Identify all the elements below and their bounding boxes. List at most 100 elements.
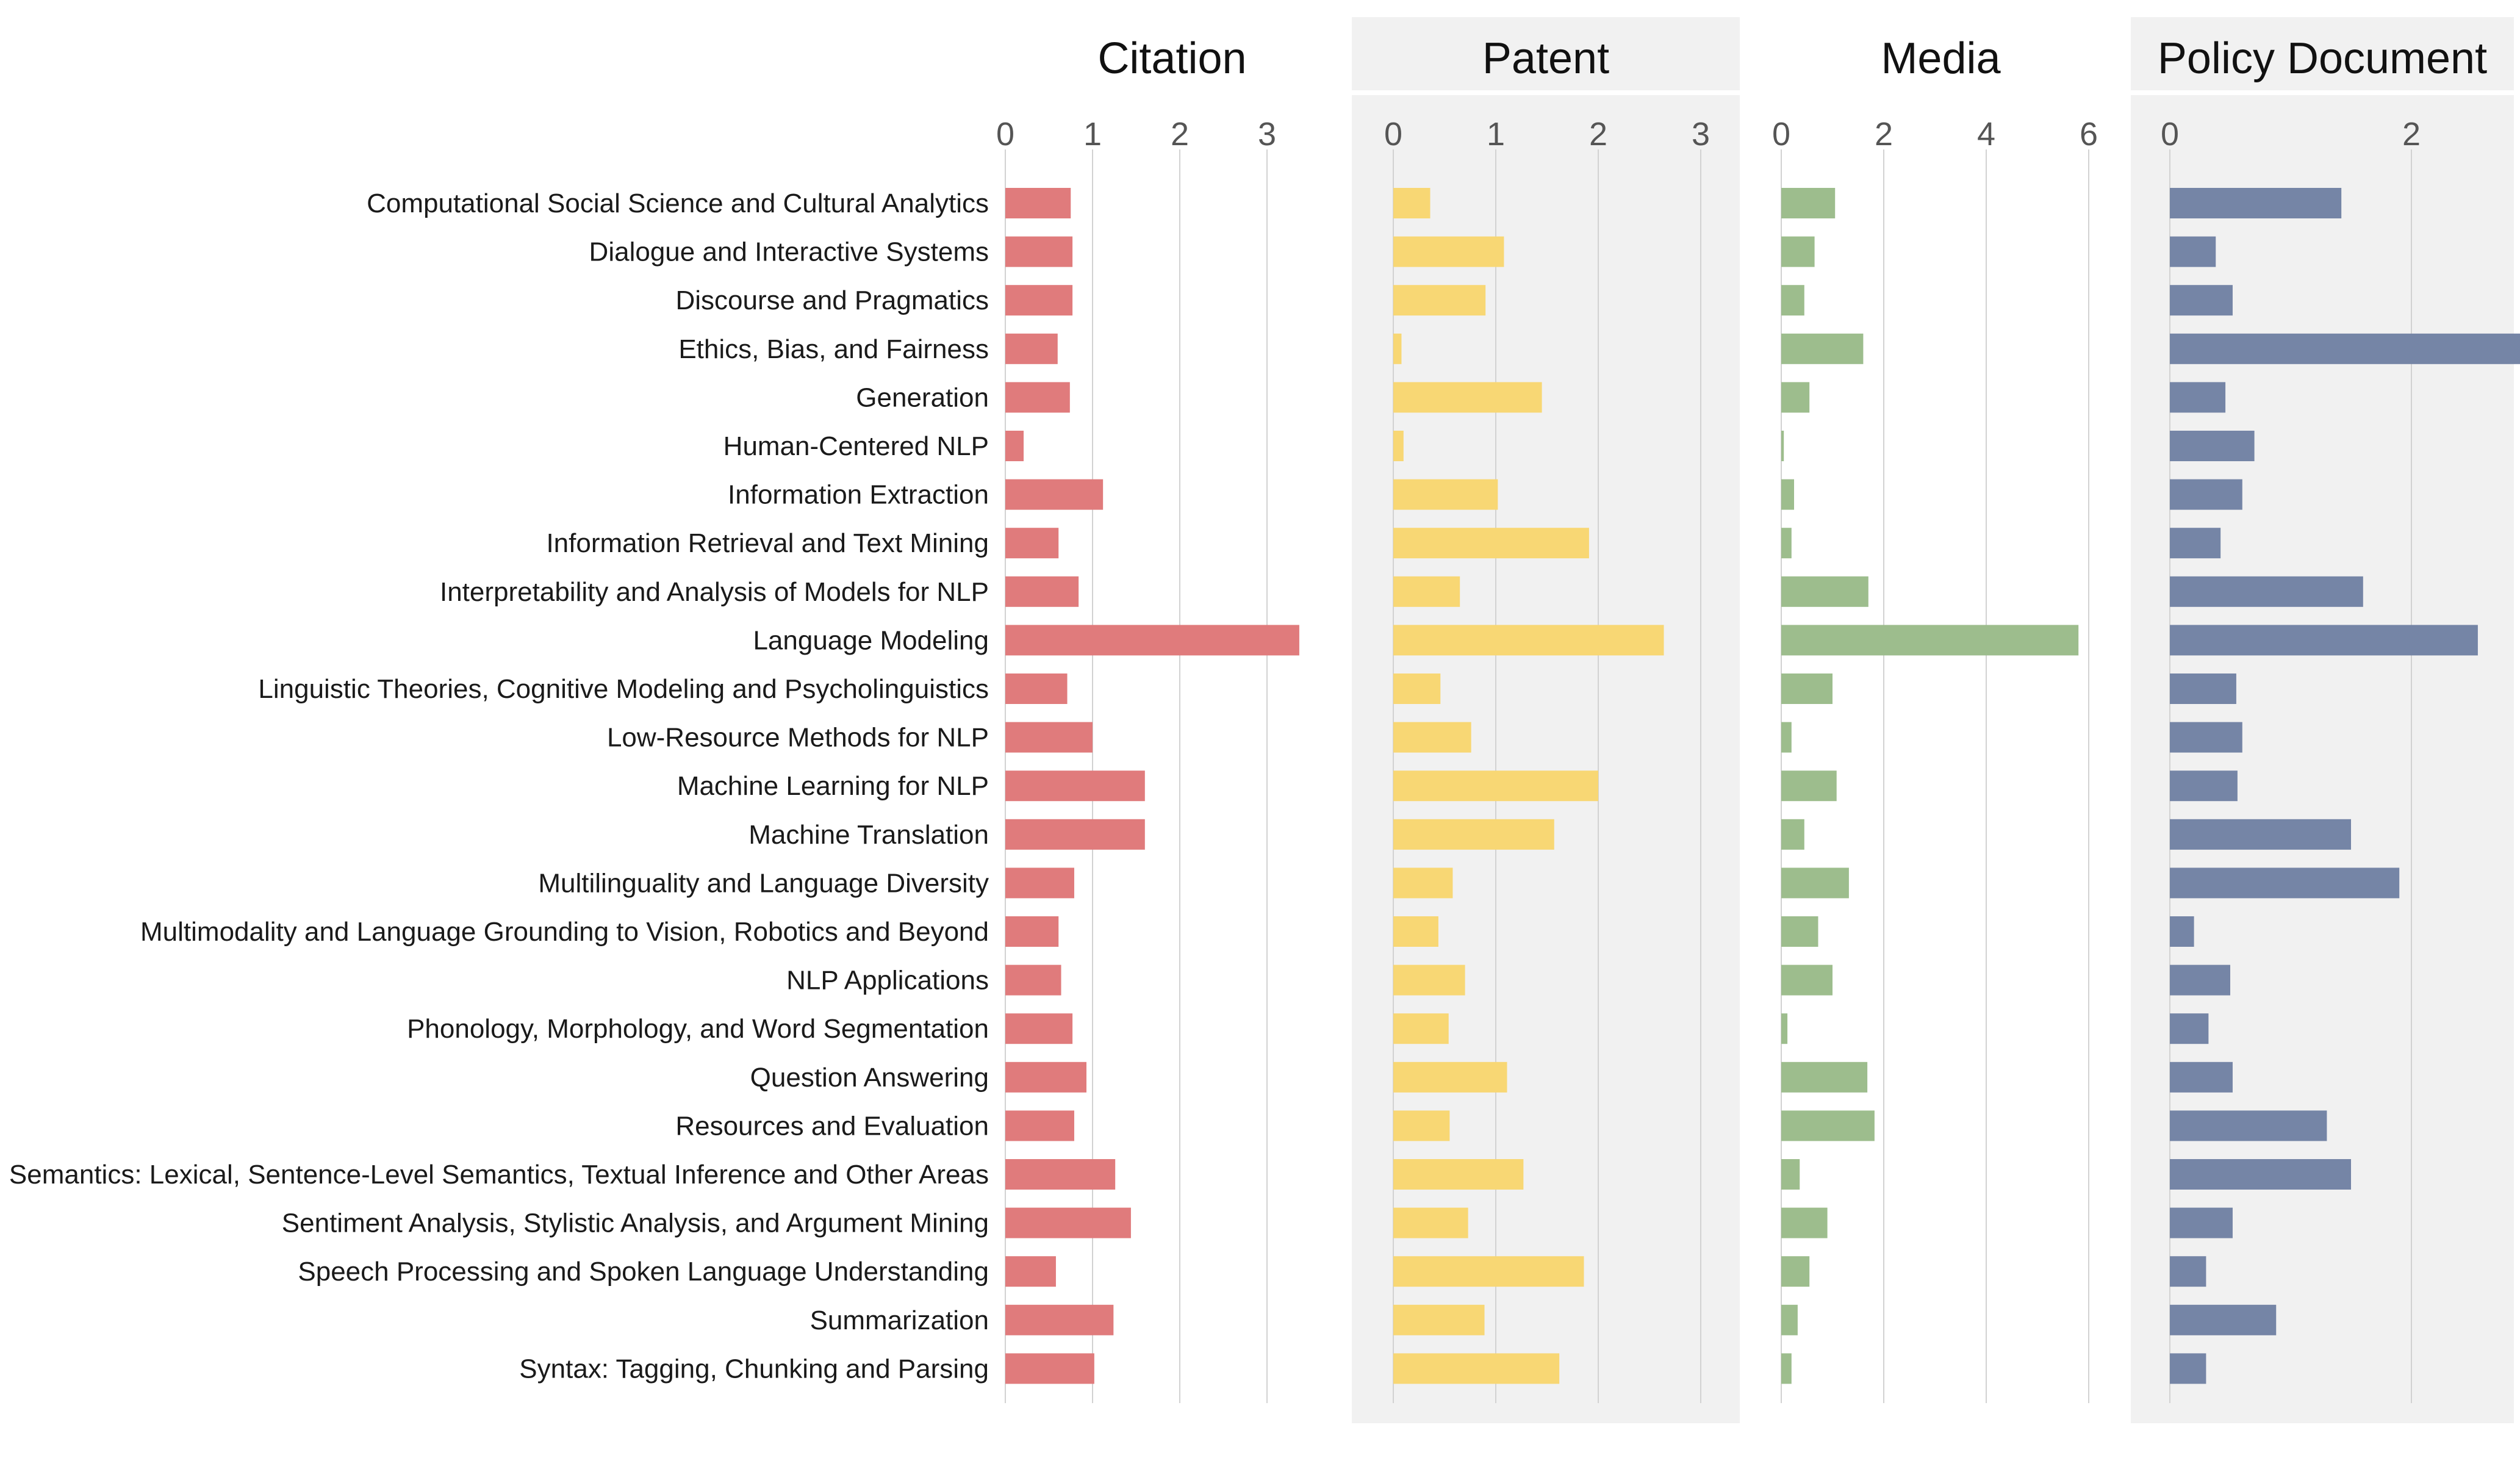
bar — [1005, 673, 1068, 704]
bar — [1393, 285, 1486, 316]
bar — [2170, 1061, 2233, 1093]
bar — [1781, 1304, 1798, 1335]
tick-label: 1 — [1487, 116, 1505, 153]
bar — [1005, 819, 1145, 850]
category-label: Language Modeling — [753, 625, 989, 655]
category-label: Human-Centered NLP — [723, 431, 989, 461]
bar — [1005, 1159, 1116, 1190]
bar — [1781, 673, 1833, 704]
bar — [1781, 528, 1792, 559]
bar — [1005, 770, 1145, 802]
bar — [2170, 673, 2236, 704]
bar — [1393, 576, 1460, 607]
bar — [1781, 916, 1818, 947]
bar — [1005, 867, 1074, 899]
bar — [1393, 1061, 1507, 1093]
panel-title-divider — [1352, 90, 1740, 95]
bar — [2170, 236, 2216, 267]
bar — [1005, 188, 1071, 218]
bar — [1781, 1353, 1792, 1384]
bar — [1393, 722, 1471, 753]
category-label: Multimodality and Language Grounding to … — [140, 917, 989, 947]
bar — [2170, 625, 2478, 656]
bar — [1781, 1256, 1810, 1287]
panel-title: Citation — [1097, 34, 1246, 83]
bar — [1005, 236, 1073, 267]
bar — [2170, 382, 2226, 413]
category-label: Multilinguality and Language Diversity — [538, 868, 989, 898]
bar — [1393, 382, 1542, 413]
bar — [1005, 576, 1079, 607]
bar — [2170, 867, 2400, 899]
panels-layer: Citation 0 1 2 3 Patent 0 1 2 3 Media 0 2 4 6 Policy Do… — [996, 17, 2520, 1423]
bar — [1781, 625, 2079, 656]
bar — [2170, 819, 2351, 850]
bar — [1005, 333, 1058, 364]
category-label: Linguistic Theories, Cognitive Modeling … — [258, 674, 989, 704]
tick-label: 3 — [1258, 116, 1276, 153]
bar — [1005, 1061, 1086, 1093]
bar — [2170, 1207, 2233, 1238]
bar — [2170, 722, 2242, 753]
bar — [1005, 722, 1093, 753]
category-label: Generation — [856, 383, 989, 412]
category-label: Discourse and Pragmatics — [675, 286, 989, 315]
tick-label: 0 — [2161, 116, 2179, 153]
bar — [1005, 479, 1104, 510]
bar — [1781, 1159, 1800, 1190]
bar — [1393, 625, 1664, 656]
category-label: Sentiment Analysis, Stylistic Analysis, … — [282, 1209, 989, 1238]
bar — [1393, 770, 1598, 802]
bar — [1781, 1110, 1875, 1141]
bar — [1005, 1353, 1094, 1384]
bar — [1781, 576, 1868, 607]
bar — [1005, 916, 1059, 947]
bar — [1005, 1304, 1114, 1335]
category-label: Semantics: Lexical, Sentence-Level Seman… — [9, 1160, 989, 1190]
tick-label: 0 — [1384, 116, 1402, 153]
bar — [1393, 916, 1438, 947]
panel-title: Patent — [1482, 34, 1609, 83]
bar — [1005, 285, 1073, 316]
bar — [1393, 1353, 1560, 1384]
tick-label: 2 — [1875, 116, 1893, 153]
bar — [1781, 236, 1815, 267]
bar — [1393, 333, 1402, 364]
bar — [1005, 528, 1059, 559]
category-label: Machine Learning for NLP — [677, 771, 989, 801]
bar — [1005, 382, 1070, 413]
bar — [2170, 333, 2520, 364]
category-label: Low-Resource Methods for NLP — [607, 723, 989, 753]
panel-title: Media — [1881, 34, 2001, 83]
bar — [1781, 431, 1784, 461]
bar — [1393, 528, 1589, 559]
bar — [2170, 1256, 2206, 1287]
tick-label: 2 — [1171, 116, 1189, 153]
bar — [2170, 188, 2342, 218]
tick-label: 0 — [996, 116, 1014, 153]
bar — [1393, 236, 1504, 267]
bar — [2170, 528, 2221, 559]
category-label: Interpretability and Analysis of Models … — [440, 577, 989, 607]
bar — [2170, 285, 2233, 316]
tick-label: 2 — [2402, 116, 2421, 153]
bar — [2170, 431, 2255, 461]
bar — [2170, 576, 2363, 607]
panel-citation: Citation 0 1 2 3 — [996, 34, 1299, 1403]
bar — [1781, 1207, 1828, 1238]
bar — [1393, 1304, 1485, 1335]
tick-label: 1 — [1083, 116, 1102, 153]
bar — [2170, 916, 2194, 947]
bar — [1393, 1159, 1524, 1190]
bar — [1005, 1256, 1056, 1287]
bar — [1005, 964, 1061, 996]
bar — [2170, 770, 2238, 802]
category-label: Syntax: Tagging, Chunking and Parsing — [519, 1354, 989, 1384]
bar — [2170, 1353, 2206, 1384]
bar — [1781, 285, 1804, 316]
bar — [1005, 431, 1024, 461]
bar — [2170, 1013, 2209, 1044]
bar — [1393, 1256, 1584, 1287]
bar — [1393, 1013, 1449, 1044]
bar — [1393, 1110, 1450, 1141]
